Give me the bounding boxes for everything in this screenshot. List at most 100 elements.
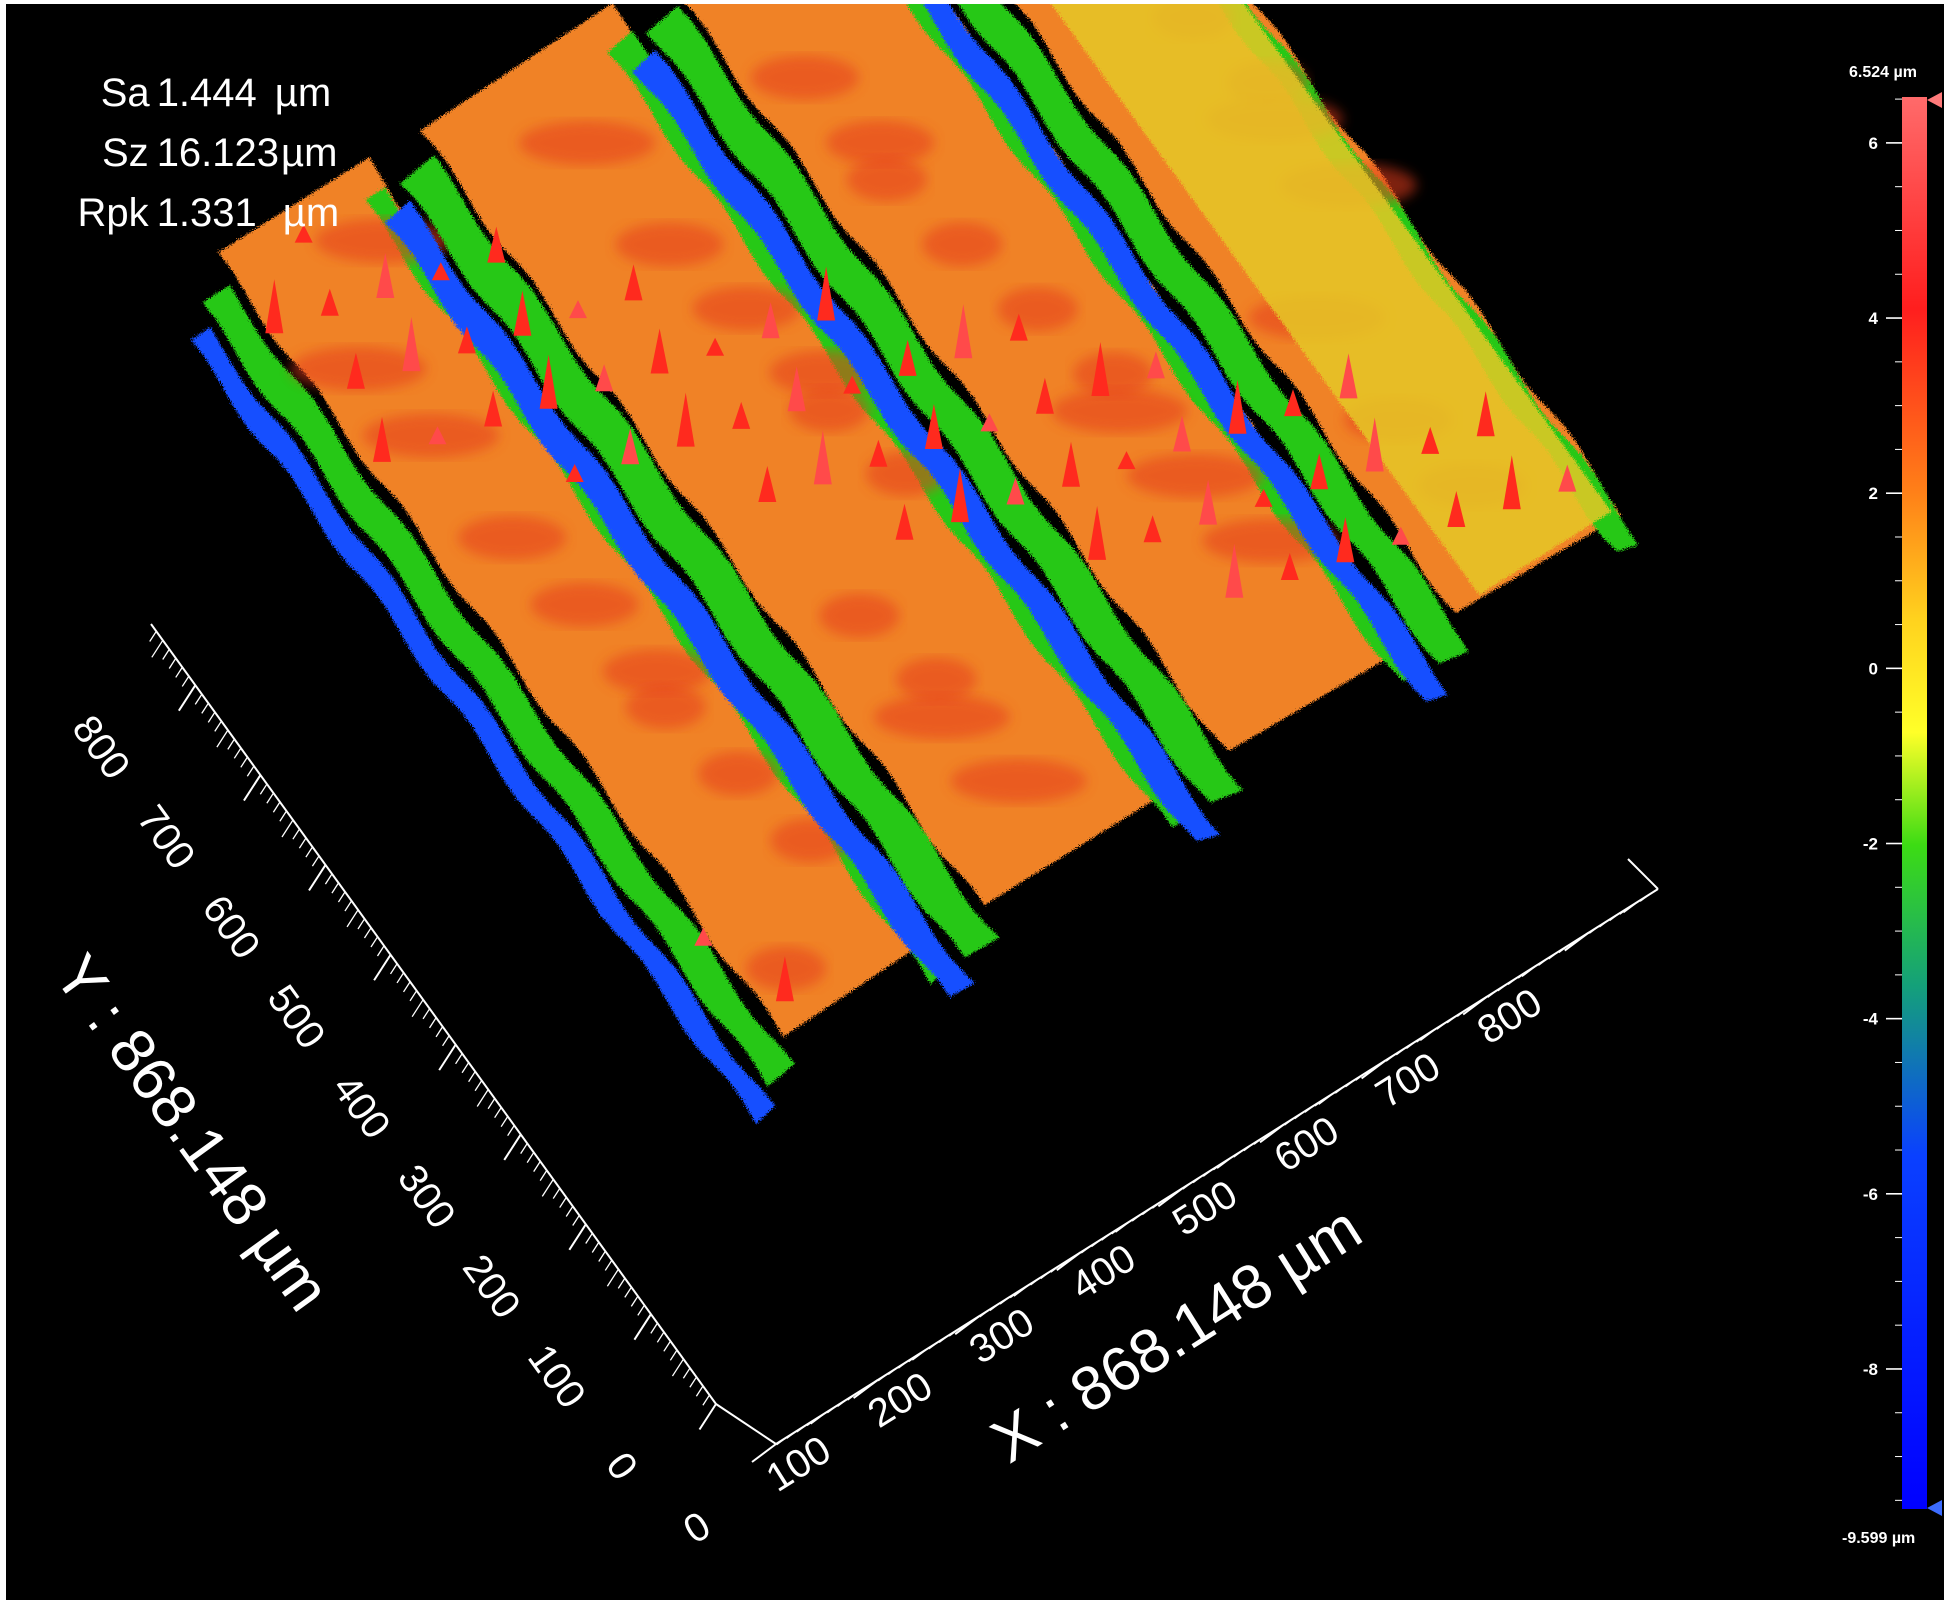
y-axis-tick bbox=[702, 1394, 711, 1406]
surface-peak bbox=[346, 352, 365, 389]
y-axis-tick-label: 300 bbox=[389, 1157, 464, 1237]
y-axis-tick bbox=[565, 1205, 574, 1217]
y-axis-tick bbox=[363, 927, 372, 939]
surface-viewer[interactable]: 0 100 200 300 400 500 600 700 800 0 100 200 300 400 50… bbox=[6, 4, 1944, 1600]
y-axis-tick-label: 400 bbox=[324, 1067, 399, 1147]
surface-peak bbox=[706, 337, 725, 356]
param-value: 16.123 bbox=[156, 131, 280, 175]
y-axis-tick bbox=[682, 1367, 691, 1379]
param-sz: Sz 16.123µm bbox=[34, 86, 337, 221]
y-axis-tick bbox=[552, 1188, 561, 1199]
colorbar-max-label: 6.524 µm bbox=[1849, 64, 1917, 81]
surface-patch bbox=[1127, 453, 1264, 498]
x-axis-tick bbox=[1253, 1136, 1265, 1145]
x-axis-tick bbox=[1009, 1290, 1021, 1299]
colorbar-min-label: -9.599 µm bbox=[1842, 1530, 1916, 1547]
x-axis-tick bbox=[1599, 919, 1610, 928]
y-axis-tick bbox=[500, 1116, 509, 1128]
y-axis-tick bbox=[389, 963, 398, 975]
y-axis-tick bbox=[671, 1358, 685, 1377]
x-axis-tick bbox=[948, 1328, 960, 1337]
param-name: Sa bbox=[100, 71, 150, 115]
surface-peak bbox=[428, 426, 447, 445]
y-axis-tick bbox=[468, 1071, 476, 1083]
x-axis-tick bbox=[1091, 1238, 1102, 1248]
param-value: 1.331 bbox=[156, 191, 257, 235]
param-name: Sz bbox=[102, 131, 149, 175]
x-axis-tick bbox=[1538, 957, 1549, 966]
y-axis-tick bbox=[298, 837, 307, 849]
x-axis-end-line bbox=[1627, 858, 1659, 890]
x-axis-tick bbox=[1111, 1226, 1122, 1235]
x-axis-tick bbox=[1456, 1008, 1468, 1018]
surface-peak bbox=[895, 503, 914, 540]
x-axis-tick bbox=[1115, 1219, 1132, 1233]
surface-peak bbox=[650, 328, 669, 374]
surface-peak bbox=[1009, 313, 1028, 341]
y-axis-tick bbox=[308, 864, 327, 891]
surface-peak bbox=[1391, 526, 1410, 545]
y-axis-tick bbox=[227, 738, 235, 750]
y-axis-tick bbox=[214, 720, 222, 732]
surface-patch bbox=[789, 387, 870, 432]
surface-band bbox=[1051, 4, 1612, 595]
surface-patch bbox=[997, 287, 1078, 332]
colorbar-min-marker[interactable] bbox=[1927, 1500, 1942, 1516]
surface-peak bbox=[761, 302, 780, 339]
y-axis-tick bbox=[305, 846, 314, 858]
surface-peak bbox=[1447, 491, 1466, 527]
y-axis-tick bbox=[151, 639, 164, 658]
y-axis-tick bbox=[476, 1089, 489, 1107]
x-axis-tick bbox=[1385, 1053, 1397, 1062]
y-axis-tick bbox=[591, 1241, 600, 1253]
x-axis-tick bbox=[1609, 912, 1620, 922]
colorbar-tick-label: 6 bbox=[1869, 134, 1878, 153]
y-axis-tick bbox=[455, 1053, 463, 1065]
y-axis-tick bbox=[585, 1232, 593, 1244]
x-axis-tick bbox=[1334, 1085, 1346, 1094]
surface-peak bbox=[1225, 543, 1244, 598]
surface-peak bbox=[954, 304, 973, 359]
x-axis-tick bbox=[898, 1360, 909, 1369]
surface-peak bbox=[980, 413, 999, 432]
surface-peak bbox=[621, 428, 640, 465]
x-axis-tick bbox=[1588, 925, 1600, 934]
x-axis-tick-label: 0 bbox=[676, 1503, 718, 1552]
y-axis-tick bbox=[175, 666, 183, 678]
surface-peak bbox=[1339, 353, 1358, 399]
y-axis-tick bbox=[266, 792, 274, 804]
surface-peak bbox=[775, 956, 794, 1002]
y-axis-tick bbox=[442, 1035, 450, 1047]
y-axis-tick bbox=[246, 765, 255, 777]
x-axis-tick bbox=[810, 1411, 828, 1425]
y-axis-tick bbox=[272, 801, 281, 813]
x-axis-tick bbox=[1446, 1015, 1458, 1024]
y-axis-tick bbox=[487, 1098, 496, 1110]
y-axis-tick bbox=[181, 675, 190, 687]
y-axis-tick bbox=[435, 1026, 444, 1038]
x-axis-tick bbox=[912, 1347, 929, 1361]
y-axis-tick bbox=[376, 945, 385, 957]
y-axis-tick bbox=[572, 1214, 580, 1226]
colorbar-max-marker[interactable] bbox=[1927, 92, 1942, 108]
y-axis-tick bbox=[331, 882, 340, 894]
surface-peak bbox=[1502, 455, 1521, 510]
surface-peak bbox=[758, 466, 777, 502]
y-axis-tick bbox=[373, 954, 392, 981]
x-axis-tick bbox=[796, 1424, 807, 1433]
x-axis-tick bbox=[1314, 1098, 1326, 1107]
y-axis-tick bbox=[663, 1340, 671, 1352]
y-axis-tick bbox=[429, 1017, 437, 1029]
x-axis-tick bbox=[1487, 989, 1498, 998]
x-axis-tick bbox=[751, 1443, 777, 1463]
surface-3d-view[interactable]: 0100200300400500600700800010020030040050… bbox=[6, 4, 1944, 1600]
y-axis-tick bbox=[637, 1304, 645, 1316]
x-axis-tick bbox=[1080, 1245, 1092, 1254]
colorbar-tick-label: 0 bbox=[1869, 659, 1878, 678]
surface-patch bbox=[826, 120, 935, 165]
x-axis-tick bbox=[1406, 1040, 1417, 1049]
y-axis-tick bbox=[606, 1268, 619, 1287]
y-axis-tick bbox=[656, 1331, 665, 1343]
y-axis-tick bbox=[630, 1295, 639, 1307]
x-axis-tick-label: 100 bbox=[759, 1428, 839, 1501]
